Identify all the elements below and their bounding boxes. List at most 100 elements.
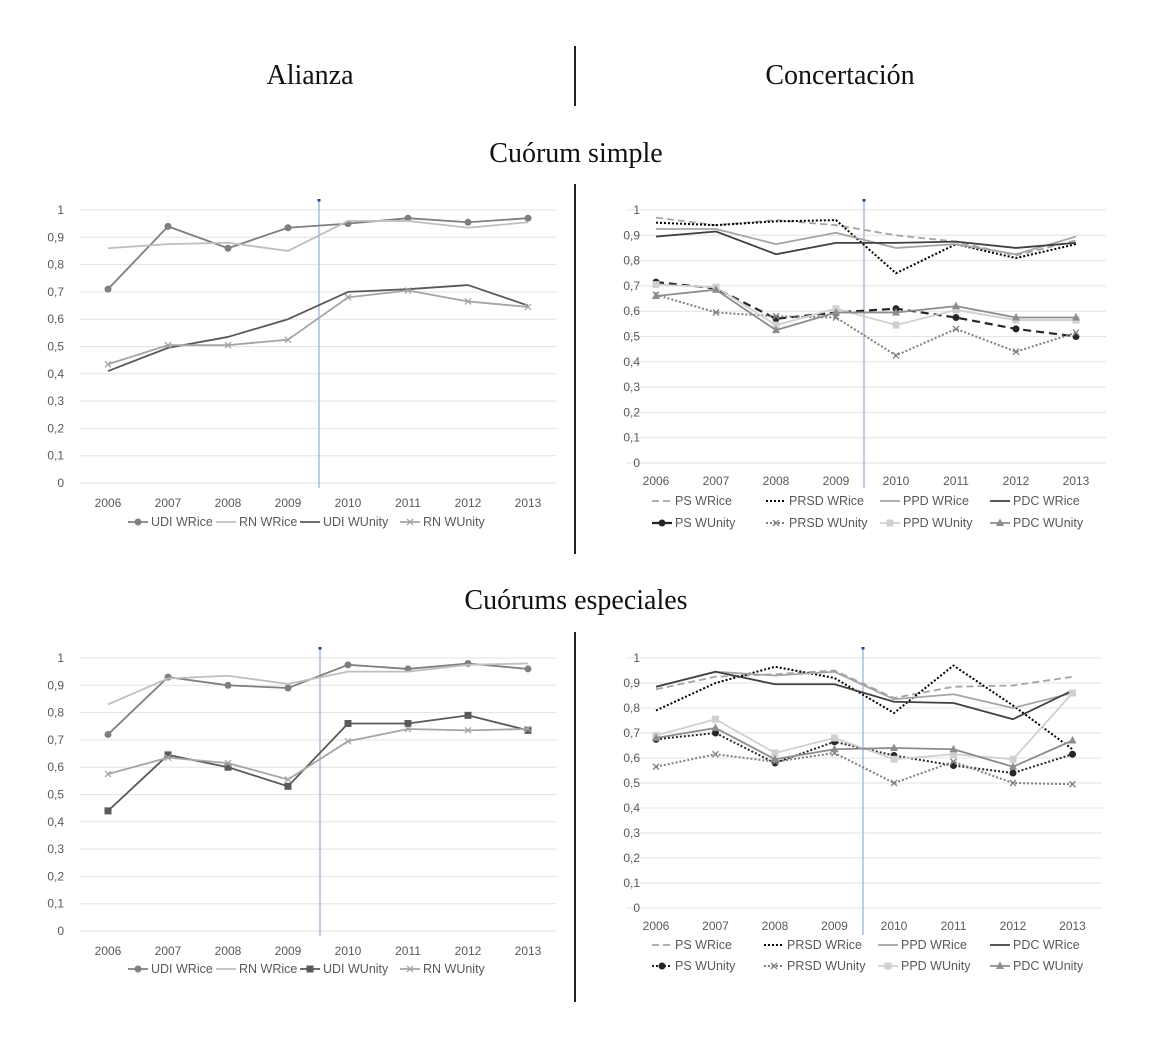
series-rn-wrice <box>107 662 529 706</box>
y-tick-label: 0,4 <box>47 815 64 829</box>
y-tick-label: 0,6 <box>623 751 640 765</box>
legend-item: PDC WRice <box>990 494 1080 508</box>
y-tick-label: 0,3 <box>47 394 64 408</box>
data-point <box>712 309 720 316</box>
legend-item: PS WRice <box>652 494 732 508</box>
legend-item: UDI WUnity <box>300 515 389 529</box>
y-tick-label: 0,5 <box>47 340 64 354</box>
y-tick-label: 1 <box>633 203 640 217</box>
data-point <box>1069 750 1076 758</box>
y-tick-label: 0,5 <box>623 776 640 790</box>
y-tick-label: 0,8 <box>47 706 64 720</box>
x-tick-label: 2013 <box>515 944 542 958</box>
y-tick-label: 0,9 <box>47 678 64 692</box>
y-tick-label: 0 <box>57 924 64 938</box>
chart-alianza-cuorum-simple: 0 0,1 0,2 0,3 0,4 0,5 0,6 0,7 0,8 0,9 1 2006 2007 200… <box>47 199 557 529</box>
legend-item: RN WRice <box>216 962 297 976</box>
y-tick-label: 0,2 <box>623 405 640 419</box>
y-tick-label: 0 <box>57 476 64 490</box>
x-tick-label: 2007 <box>703 474 730 488</box>
legend: UDI WRice RN WRice UDI WUnity RN WUnity <box>128 962 486 976</box>
data-point <box>464 297 472 305</box>
y-tick-label: 0,3 <box>623 826 640 840</box>
series-udi-wrice <box>104 659 532 738</box>
legend-marker <box>996 961 1004 969</box>
x-tick-label: 2013 <box>1059 919 1086 933</box>
y-tick-label: 0,5 <box>47 788 64 802</box>
data-point <box>652 281 660 289</box>
data-point <box>224 681 232 689</box>
legend-item: PRSD WUnity <box>764 959 866 973</box>
legend-label: PRSD WRice <box>787 938 862 952</box>
series-line <box>107 217 529 290</box>
x-tick-label: 2011 <box>395 944 421 958</box>
x-tick-label: 2010 <box>335 944 362 958</box>
header-divider <box>574 46 576 106</box>
data-point <box>104 285 112 293</box>
series-ps-wrice <box>655 669 1073 699</box>
series-line <box>107 220 529 252</box>
legend-item: PRSD WUnity <box>766 516 868 530</box>
legend-label: PDC WRice <box>1013 494 1080 508</box>
data-point <box>830 744 839 753</box>
legend-item: RN WUnity <box>400 962 486 976</box>
data-point <box>712 729 719 737</box>
x-tick-label: 2007 <box>155 944 182 958</box>
y-tick-label: 0,2 <box>623 851 640 865</box>
data-point <box>404 287 412 294</box>
legend-label: UDI WRice <box>151 515 213 529</box>
y-tick-label: 0,9 <box>47 230 64 244</box>
y-tick-label: 0,6 <box>623 304 640 318</box>
data-point <box>652 291 660 300</box>
data-point <box>284 336 292 344</box>
data-point <box>712 285 720 293</box>
legend-label: PRSD WRice <box>789 494 864 508</box>
y-tick-label: 1 <box>633 651 640 665</box>
data-point <box>771 749 779 757</box>
series-line <box>107 662 529 706</box>
legend-marker <box>658 962 666 970</box>
y-tick-label: 0,8 <box>623 254 640 268</box>
data-point <box>344 720 352 728</box>
legend-label: PS WRice <box>675 494 732 508</box>
data-point <box>1009 769 1017 777</box>
legend-item: PPD WUnity <box>880 516 973 530</box>
chart-alianza-cuorums-especiales: 0 0,1 0,2 0,3 0,4 0,5 0,6 0,7 0,8 0,9 1 2006 2007 200… <box>47 647 557 976</box>
x-tick-label: 2009 <box>275 496 302 510</box>
data-point <box>1012 348 1020 356</box>
legend-item: PDC WRice <box>990 938 1080 952</box>
legend-label: RN WRice <box>239 515 297 529</box>
data-point <box>284 782 292 790</box>
x-tick-label: 2009 <box>275 944 302 958</box>
legend-marker <box>886 519 894 527</box>
legend-label: UDI WUnity <box>323 515 389 529</box>
data-point <box>1069 780 1076 788</box>
legend-marker <box>406 965 414 973</box>
x-tick-label: 2011 <box>943 474 969 488</box>
legend-item: PS WUnity <box>652 516 736 530</box>
data-point <box>104 360 112 368</box>
legend-item: PS WUnity <box>652 959 736 973</box>
legend-label: PDC WUnity <box>1013 959 1084 973</box>
series-line <box>655 288 1076 332</box>
series-line <box>655 727 1073 768</box>
legend-marker <box>134 965 142 973</box>
x-tick-label: 2010 <box>883 474 910 488</box>
data-point <box>950 750 957 758</box>
x-tick-label: 2006 <box>643 919 670 933</box>
x-tick-label: 2008 <box>763 474 790 488</box>
series-prsd-wrice <box>655 219 1077 275</box>
series-ppd-wrice <box>655 670 1073 709</box>
series-prsd-wrice <box>655 664 1074 751</box>
legend-label: PS WUnity <box>675 516 736 530</box>
y-tick-label: 1 <box>57 203 64 217</box>
data-point <box>104 807 112 815</box>
reference-line-cap <box>861 647 865 650</box>
legend-item: RN WRice <box>216 515 297 529</box>
y-tick-label: 0,5 <box>623 330 640 344</box>
legend-label: PPD WRice <box>903 494 969 508</box>
column-header-alianza: Alianza <box>266 60 354 91</box>
data-point <box>344 293 352 301</box>
y-tick-label: 0,7 <box>623 726 640 740</box>
series-line <box>655 293 1077 357</box>
